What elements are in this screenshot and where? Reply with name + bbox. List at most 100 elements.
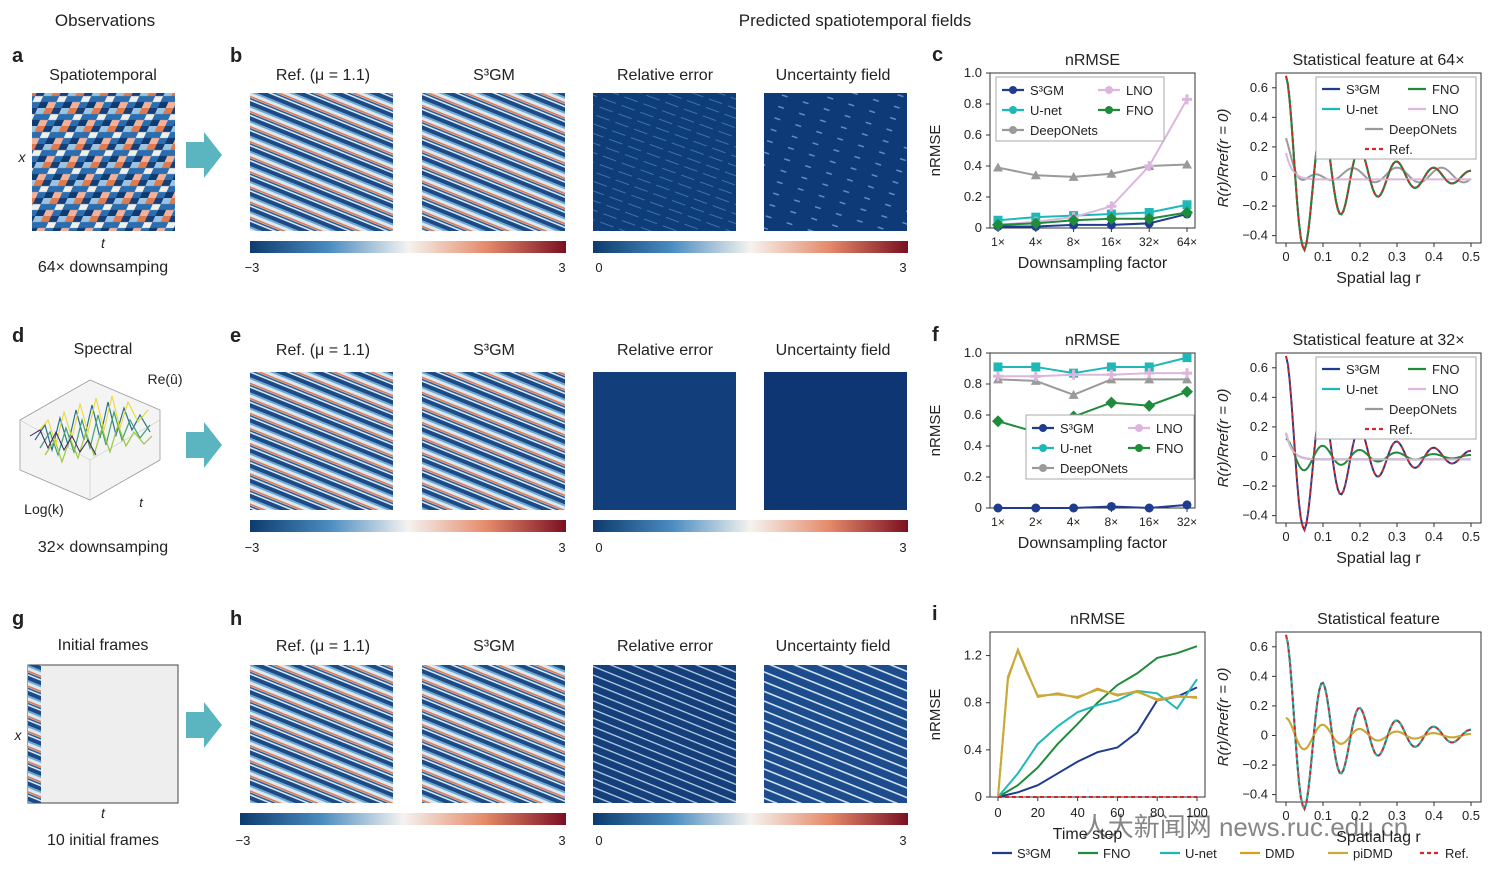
y-tick-label: 0.2	[1250, 698, 1268, 713]
x-tick-label: 8×	[1105, 515, 1119, 529]
fields-row-2: e Ref. (μ = 1.1) S³GM Relative error Unc…	[230, 325, 908, 555]
data-point-u-net	[1144, 208, 1154, 217]
y-tick-label: −0.4	[1242, 787, 1268, 802]
obs-x-label: x	[18, 149, 27, 165]
legend-label-deeponets: DeepONets	[1389, 402, 1457, 417]
colorbar-error	[593, 813, 908, 825]
panel-letter-c: c	[932, 44, 943, 66]
x-tick-label: 64×	[1177, 235, 1197, 249]
initial-frames-canvas	[27, 664, 179, 804]
x-tick-label: 0.3	[1388, 529, 1406, 544]
uncertainty-field-image	[764, 93, 907, 231]
ref-field-image	[250, 665, 393, 803]
legend-label-s3gm: S³GM	[1346, 362, 1380, 377]
spatiotemporal-observation-image	[32, 93, 175, 231]
title-uncertainty: Uncertainty field	[776, 342, 891, 359]
x-tick-label: 0.1	[1314, 808, 1332, 823]
uncertainty-field-image	[764, 665, 907, 803]
series-line-deeponets	[1285, 137, 1472, 184]
data-point-u-net	[1182, 353, 1192, 363]
obs-caption: 64× downsamping	[38, 259, 168, 276]
data-point-fno	[1143, 399, 1156, 412]
y-tick-label: 0.6	[964, 127, 982, 142]
obs-caption: 32× downsamping	[38, 539, 168, 556]
y-tick-label: 0	[975, 220, 982, 235]
x-tick-label: 0.3	[1388, 808, 1406, 823]
legend-label-deeponets: DeepONets	[1030, 123, 1098, 138]
data-point-u-net	[1144, 362, 1154, 372]
y-axis-label: R(r)/Rref(r = 0)	[1215, 109, 1232, 208]
y-tick-label: 0	[975, 500, 982, 515]
legend-marker-s3gm	[1039, 424, 1047, 432]
colorbar-max: 3	[899, 540, 906, 555]
colorbar-max: 3	[558, 540, 565, 555]
data-point-lno	[996, 371, 1000, 382]
x-tick-label: 60	[1110, 805, 1124, 820]
colorbar-max: 3	[899, 833, 906, 848]
series-line-s3gm	[998, 503, 1188, 510]
legend-label-fno: FNO	[1432, 82, 1459, 97]
x-axis-label: Spatial lag r	[1336, 270, 1421, 287]
legend-label-s3gm: S³GM	[1030, 83, 1064, 98]
obs-caption: 10 initial frames	[47, 832, 159, 849]
obs-t-label: t	[101, 235, 106, 251]
title-relative-error: Relative error	[617, 342, 714, 359]
title-uncertainty: Uncertainty field	[776, 638, 891, 655]
legend-label-fno: FNO	[1103, 846, 1130, 861]
legend-label-dmd: DMD	[1265, 846, 1295, 861]
x-tick-label: 0.4	[1425, 529, 1443, 544]
legend-label-s3gm: S³GM	[1017, 846, 1051, 861]
predicted-fields-header: Predicted spatiotemporal fields	[739, 11, 971, 30]
data-point-deeponets	[1182, 374, 1192, 384]
series-line-lno	[1285, 152, 1471, 181]
series-line-u-net	[998, 356, 1188, 375]
data-point-s3gm	[1182, 500, 1192, 510]
fields-row-1: b Ref. (μ = 1.1) S³GM Relative error Unc…	[230, 45, 908, 275]
row3-observation: g Initial frames x t 10 initial frames	[12, 608, 222, 849]
s3gm-field-image	[422, 93, 565, 231]
x-tick-label: 0.2	[1351, 249, 1369, 264]
legend-label-s3gm: S³GM	[1346, 82, 1380, 97]
colorbar-field	[240, 813, 566, 825]
y-tick-label: −0.4	[1242, 508, 1268, 523]
y-tick-label: 0.4	[964, 742, 982, 757]
obs-t-label: t	[101, 805, 106, 821]
series-line-s3gm	[1285, 634, 1472, 812]
data-point-lno	[1109, 369, 1113, 380]
x-tick-label: 0.1	[1314, 249, 1332, 264]
title-relative-error: Relative error	[617, 638, 714, 655]
legend-box	[1315, 76, 1477, 160]
y-tick-label: 0.8	[964, 695, 982, 710]
data-point-fno	[1105, 396, 1118, 409]
chart-i-nrmse: nRMSE i 0 0.4 0.8 1.2 0 20 40 60 80 100 Time step nRM…	[927, 603, 1208, 843]
y-tick-label: −0.2	[1242, 198, 1268, 213]
initial-frames-strip	[28, 665, 41, 803]
series-line-lno	[998, 372, 1187, 378]
watermark: 人大新闻网 news.ruc.edu.cn	[1082, 812, 1409, 842]
data-point-fno	[1181, 206, 1193, 219]
legend-label-u-net: U-net	[1030, 103, 1062, 118]
data-point-fno	[992, 218, 1004, 231]
data-point-deeponets	[1182, 159, 1192, 169]
legend-marker-u-net	[1009, 106, 1017, 114]
y-axis-label: R(r)/Rref(r = 0)	[1215, 668, 1232, 767]
colorbar-max: 3	[899, 260, 906, 275]
series-line-s3gm	[998, 213, 1188, 228]
y-axis-label: nRMSE	[927, 125, 944, 177]
legend-label-u-net: U-net	[1185, 846, 1217, 861]
colorbar-min: 0	[595, 260, 602, 275]
legend-marker-s3gm	[1009, 86, 1017, 94]
series-line-pidmd	[1285, 716, 1472, 751]
data-point-u-net	[993, 362, 1003, 372]
data-point-s3gm	[1069, 503, 1079, 513]
data-point-lno	[1147, 368, 1151, 379]
data-point-fno	[1105, 212, 1118, 225]
chart-f-nrmse: nRMSE f 0 0.2 0.4 0.6 0.8 1.0 1× 2× 4× 8× 16× 32× Down…	[927, 324, 1197, 552]
panel-letter-f: f	[932, 324, 939, 346]
legend-label-u-net: U-net	[1060, 441, 1092, 456]
row2-observation: d Spectral Re(û) Log(k) t 32× downsampin…	[12, 325, 222, 556]
data-point-deeponets	[1144, 374, 1155, 384]
series-line-pidmd	[997, 648, 1197, 798]
y-axis-label: R(r)/Rref(r = 0)	[1215, 389, 1232, 488]
legend-label-s3gm: S³GM	[1060, 421, 1094, 436]
